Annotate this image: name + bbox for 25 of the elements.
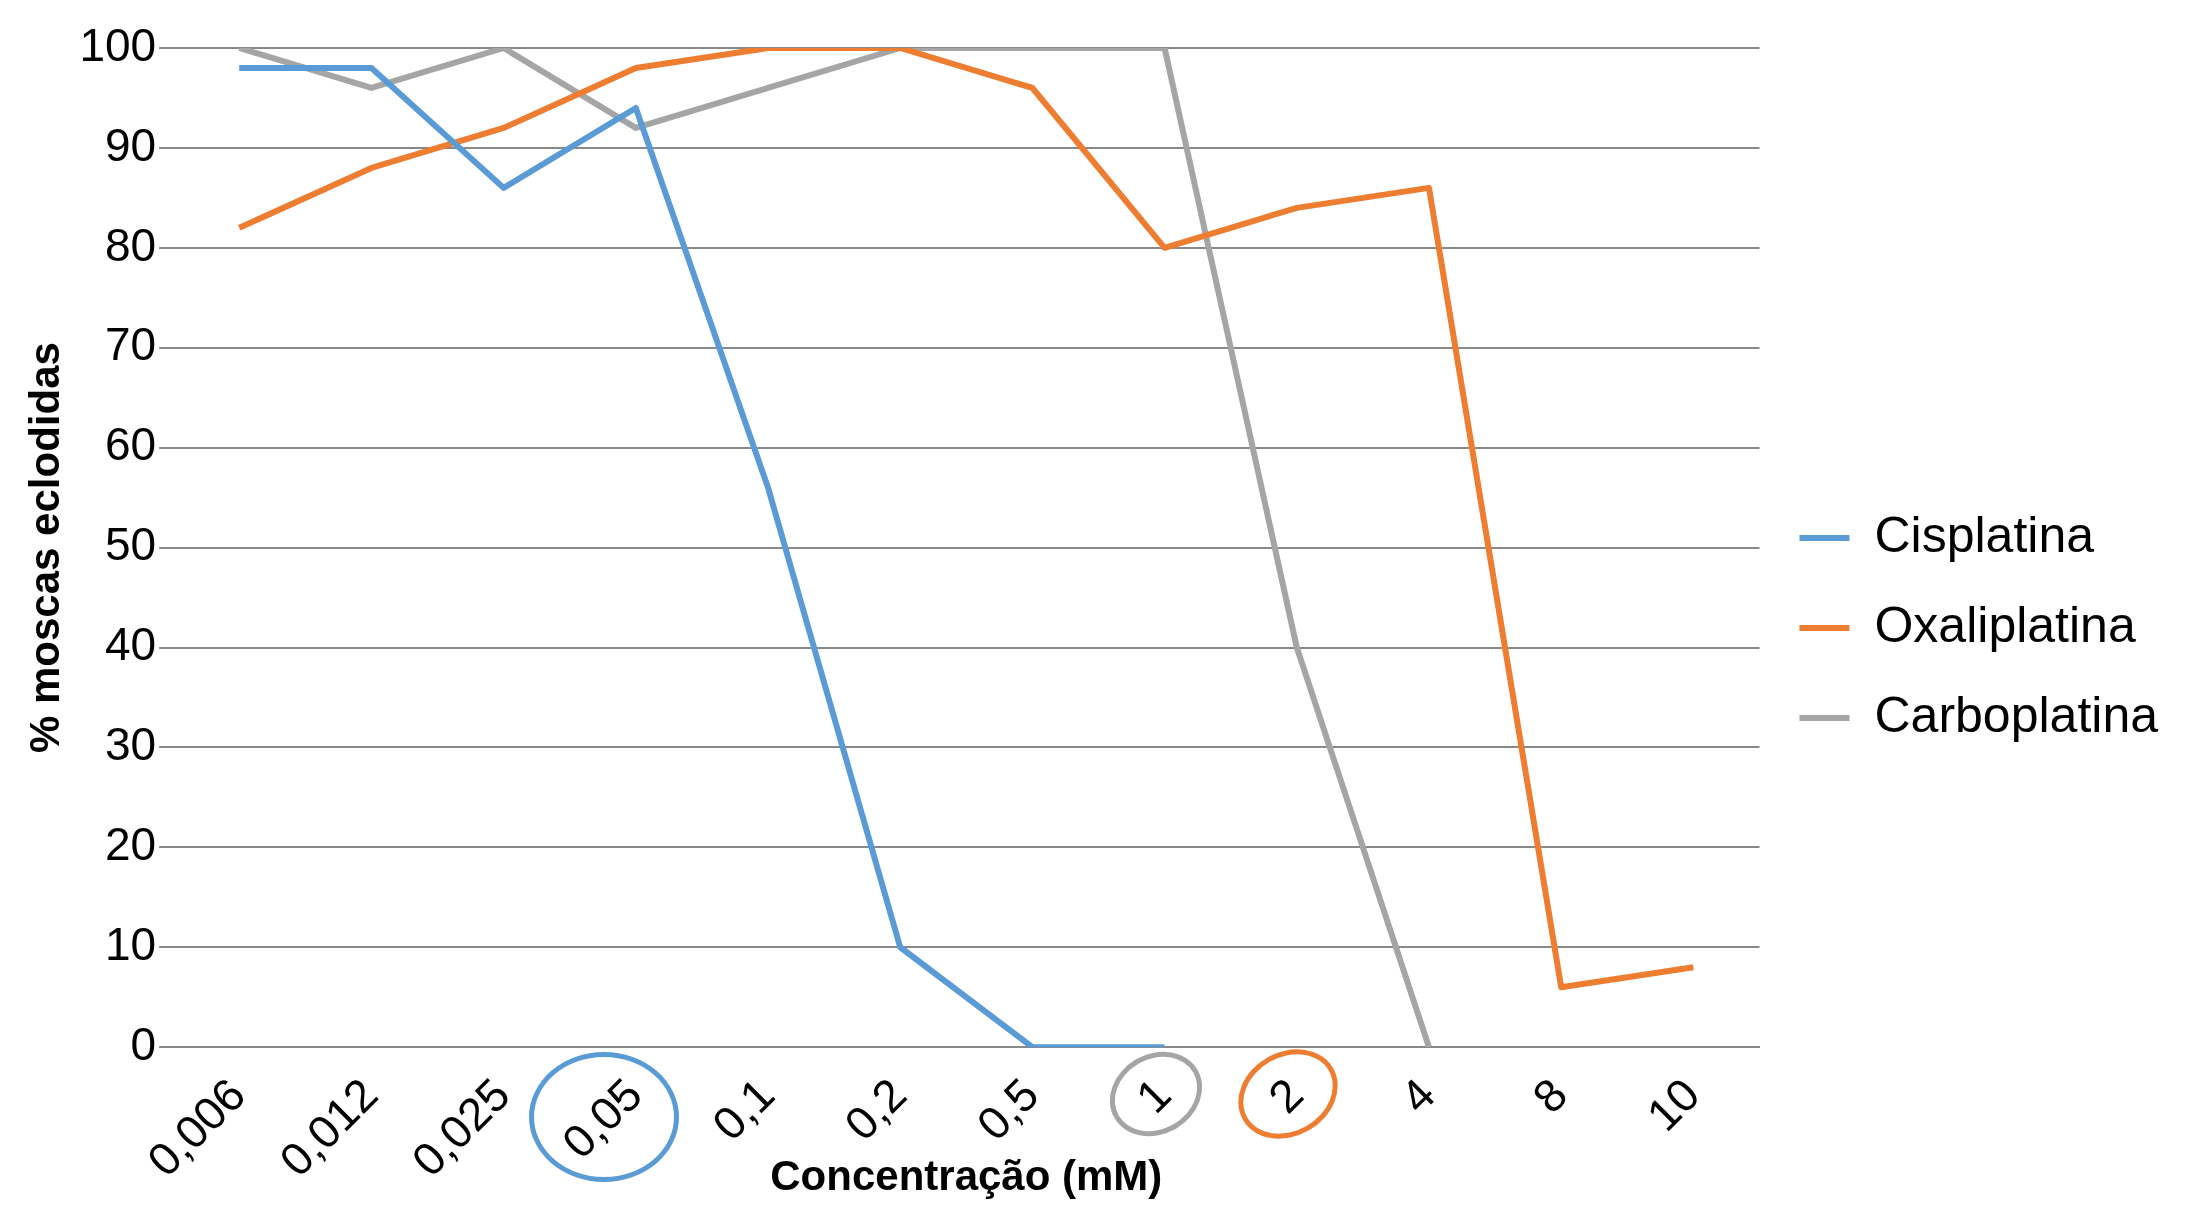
x-tick-label: 1 xyxy=(1125,1067,1181,1123)
x-tick-label: 2 xyxy=(1257,1067,1313,1123)
x-tick-label: 0,5 xyxy=(966,1067,1049,1150)
y-tick-label: 0 xyxy=(130,1017,157,1070)
x-axis-title: Concentração (mM) xyxy=(770,1152,1163,1200)
y-tick-label: 30 xyxy=(104,718,157,771)
x-tick-label: 0,1 xyxy=(702,1067,785,1150)
x-tick-label: 8 xyxy=(1522,1067,1578,1123)
y-tick-label: 70 xyxy=(104,318,157,371)
y-tick-label: 20 xyxy=(104,818,157,871)
y-tick-label: 10 xyxy=(104,917,157,970)
y-tick-label: 50 xyxy=(104,518,157,571)
x-tick-label: 0,05 xyxy=(551,1067,652,1169)
y-tick-label: 90 xyxy=(104,118,157,171)
legend-label: Carboplatina xyxy=(1874,686,2159,743)
x-tick-label: 4 xyxy=(1390,1067,1446,1123)
y-axis-title: % moscas eclodidas xyxy=(20,342,68,754)
x-tick-label: 0,2 xyxy=(834,1067,917,1150)
legend-label: Oxaliplatina xyxy=(1874,596,2136,653)
y-tick-label: 100 xyxy=(79,18,157,71)
y-tick-label: 60 xyxy=(104,418,157,471)
legend-label: Cisplatina xyxy=(1874,506,2095,563)
x-tick-label: 10 xyxy=(1636,1067,1710,1141)
y-tick-label: 80 xyxy=(104,218,157,271)
y-tick-label: 40 xyxy=(104,618,157,671)
